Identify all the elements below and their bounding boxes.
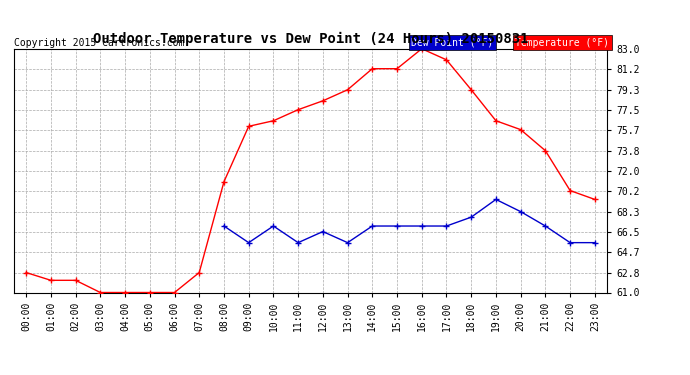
Text: Dew Point (°F): Dew Point (°F) [411, 38, 493, 48]
Text: Copyright 2015 Cartronics.com: Copyright 2015 Cartronics.com [14, 38, 184, 48]
Title: Outdoor Temperature vs Dew Point (24 Hours) 20150831: Outdoor Temperature vs Dew Point (24 Hou… [92, 32, 529, 46]
Text: Temperature (°F): Temperature (°F) [515, 38, 609, 48]
